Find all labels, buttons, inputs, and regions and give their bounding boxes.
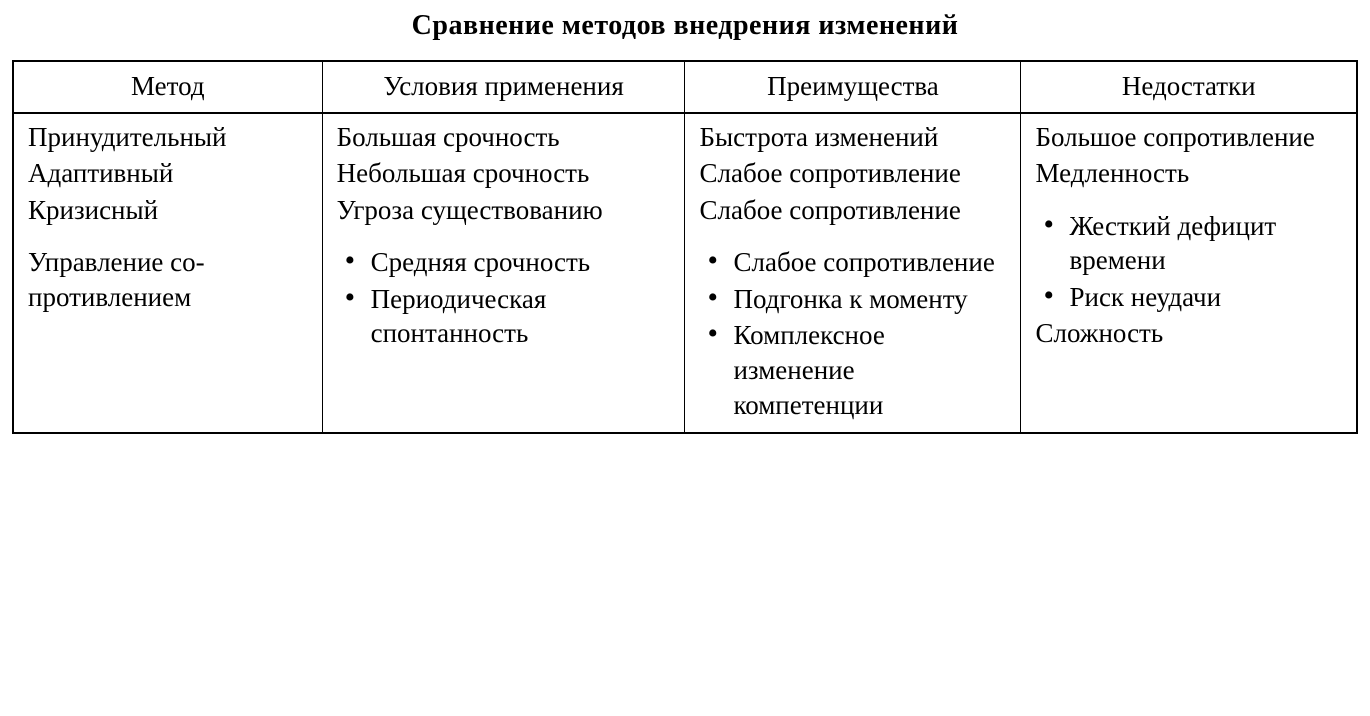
- list-item: Жесткий дефи­цит времени: [1035, 209, 1342, 278]
- list-item: Комплексное изменение компетенции: [699, 318, 1006, 422]
- method-name: Адаптивный: [28, 156, 308, 191]
- method-name: Управление со­противлением: [28, 245, 308, 314]
- cell-disadvantages: Большое сопро­тивлениеМедленностьЖесткий…: [1021, 113, 1357, 433]
- list-item: Средняя сроч­ность: [337, 245, 671, 280]
- cell-methods: ПринудительныйАдаптивныйКризисный Управле…: [13, 113, 322, 433]
- table-body-row: ПринудительныйАдаптивныйКризисный Управле…: [13, 113, 1357, 433]
- header-method: Метод: [13, 61, 322, 113]
- list-item: Риск неудачи: [1035, 280, 1342, 315]
- header-advantages: Преимущества: [685, 61, 1021, 113]
- method-name: Кризисный: [28, 193, 308, 228]
- header-conditions: Условия применения: [322, 61, 685, 113]
- cell-conditions: Большая сроч­ностьНебольшая сроч­ностьУг…: [322, 113, 685, 433]
- header-disadvantages: Недостатки: [1021, 61, 1357, 113]
- list-item: Периодическая спонтанность: [337, 282, 671, 351]
- list-item: Подгонка к моменту: [699, 282, 1006, 317]
- cell-advantages: Быстрота изме­ненийСлабое сопро­тивление…: [685, 113, 1021, 433]
- list-item: Слабое сопро­тивление: [699, 245, 1006, 280]
- comparison-table: Метод Условия применения Преимущества Не…: [12, 60, 1358, 434]
- table-header-row: Метод Условия применения Преимущества Не…: [13, 61, 1357, 113]
- page-title: Сравнение методов внедрения изменений: [12, 10, 1358, 42]
- method-name: Принудительный: [28, 120, 308, 155]
